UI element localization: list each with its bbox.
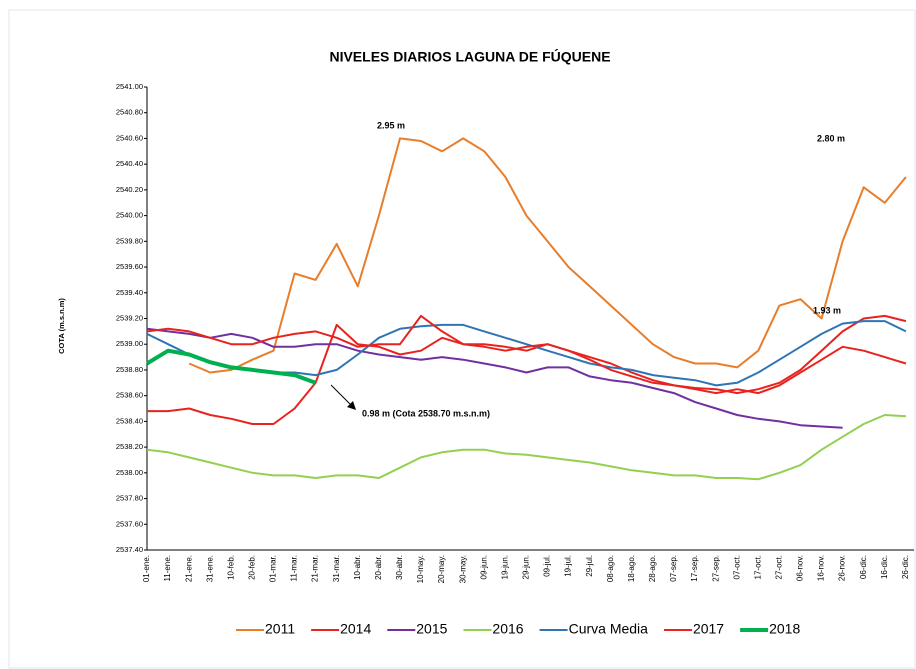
annotation: 0.98 m (Cota 2538.70 m.s.n.m) — [362, 408, 490, 418]
y-tick-label: 2538.00 — [116, 468, 143, 477]
x-tick-label: 17-oct. — [753, 555, 762, 579]
y-tick-label: 2537.80 — [116, 494, 143, 503]
annotation: 1.93 m — [813, 305, 841, 315]
y-tick-label: 2537.60 — [116, 519, 143, 528]
y-tick-label: 2538.80 — [116, 365, 143, 374]
y-tick-label: 2539.80 — [116, 236, 143, 245]
x-tick-label: 07-sep. — [669, 555, 678, 582]
y-axis-label: COTA (m.s.n.m) — [57, 298, 66, 354]
legend-item: 2016 — [463, 621, 524, 637]
legend-label: 2014 — [340, 621, 371, 637]
x-tick-label: 31-mar. — [332, 555, 341, 582]
x-tick-label: 18-ago. — [627, 555, 636, 582]
x-tick-label: 01-ene. — [142, 555, 151, 582]
x-tick-label: 10-abr. — [353, 555, 362, 580]
y-tick-label: 2539.60 — [116, 262, 143, 271]
x-tick-label: 26-dic. — [901, 555, 910, 579]
y-tick-label: 2539.40 — [116, 288, 143, 297]
legend-item: 2017 — [663, 621, 724, 637]
legend-label: Curva Media — [569, 621, 649, 637]
series-line — [146, 327, 843, 429]
legend-label: 2011 — [265, 621, 295, 637]
x-tick-label: 29-jul. — [585, 555, 594, 577]
x-tick-label: 27-sep. — [711, 555, 720, 582]
x-tick-label: 20-feb. — [248, 555, 257, 580]
legend-item: 2015 — [387, 621, 448, 637]
series-line — [147, 314, 907, 425]
annotation-arrow — [330, 384, 353, 407]
x-tick-label: 21-ene. — [184, 555, 193, 582]
y-tick-label: 2539.20 — [116, 313, 143, 322]
x-tick-label: 11-mar. — [290, 555, 299, 582]
annotation: 2.80 m — [817, 133, 845, 143]
y-tick-label: 2540.60 — [116, 133, 143, 142]
series-line — [188, 137, 907, 374]
y-tick-label: 2541.00 — [116, 82, 143, 91]
x-tick-label: 19-jun. — [500, 555, 509, 579]
plot — [145, 137, 907, 481]
series-line — [146, 314, 907, 395]
legend-item: Curva Media — [539, 621, 649, 637]
x-tick-label: 16-dic. — [880, 555, 889, 579]
y-tick-label: 2540.40 — [116, 159, 143, 168]
x-tick-label: 06-dic. — [859, 555, 868, 579]
x-tick-label: 16-nov. — [817, 555, 826, 581]
series-line — [146, 414, 906, 481]
y-tick-label: 2540.80 — [116, 108, 143, 117]
x-tick-label: 21-mar. — [311, 555, 320, 582]
x-tick-label: 20-may. — [437, 555, 446, 583]
x-tick-label: 01-mar. — [269, 555, 278, 582]
legend-item: 2011 — [236, 621, 295, 637]
y-tick-label: 2540.20 — [116, 185, 143, 194]
arrow-head — [347, 401, 356, 410]
x-tick-label: 09-jun. — [479, 555, 488, 579]
x-tick-label: 10-feb. — [226, 555, 235, 580]
y-tick-label: 2537.40 — [116, 545, 143, 554]
x-tick-label: 06-nov. — [796, 555, 805, 581]
chart-title: NIVELES DIARIOS LAGUNA DE FÚQUENE — [329, 48, 610, 65]
x-tick-label: 26-nov. — [838, 555, 847, 581]
legend-label: 2017 — [693, 621, 724, 637]
y-tick-label: 2539.00 — [116, 339, 143, 348]
x-tick-label: 08-ago. — [606, 555, 615, 582]
legend-item: 2018 — [740, 621, 800, 637]
legend-label: 2018 — [769, 621, 800, 637]
x-tick-label: 20-abr. — [374, 555, 383, 580]
series-line — [145, 348, 317, 385]
x-tick-label: 17-sep. — [690, 555, 699, 582]
legend-label: 2015 — [416, 621, 447, 637]
y-tick-label: 2540.00 — [116, 211, 143, 220]
y-tick-label: 2538.20 — [116, 442, 143, 451]
x-tick-label: 07-oct. — [732, 555, 741, 579]
x-tick-label: 30-abr. — [395, 555, 404, 580]
x-tick-label: 30-may. — [458, 555, 467, 583]
y-tick-label: 2538.40 — [116, 416, 143, 425]
x-tick-label: 27-oct. — [775, 555, 784, 579]
x-tick-label: 10-may. — [416, 555, 425, 583]
y-tick-label: 2538.60 — [116, 391, 143, 400]
x-tick-label: 19-jul. — [564, 555, 573, 577]
x-tick-label: 09-jul. — [543, 555, 552, 577]
annotation: 2.95 m — [377, 120, 405, 130]
x-tick-label: 28-ago. — [648, 555, 657, 582]
legend-label: 2016 — [492, 621, 523, 637]
legend-item: 2014 — [311, 621, 371, 637]
x-tick-label: 31-ene. — [205, 555, 214, 582]
x-tick-label: 11-ene. — [163, 555, 172, 582]
x-tick-label: 29-jun. — [522, 555, 531, 579]
